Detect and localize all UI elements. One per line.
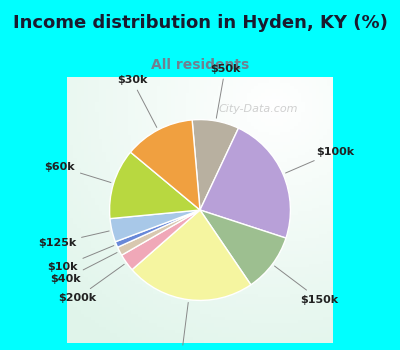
Text: $100k: $100k — [286, 147, 354, 173]
Text: $30k: $30k — [117, 75, 157, 127]
Wedge shape — [110, 210, 200, 242]
Wedge shape — [192, 120, 238, 210]
Wedge shape — [200, 210, 286, 285]
Text: $150k: $150k — [274, 266, 338, 304]
Text: $125k: $125k — [38, 231, 109, 248]
Text: $40k: $40k — [50, 253, 117, 284]
Text: City-Data.com: City-Data.com — [219, 104, 298, 114]
Text: $60k: $60k — [44, 162, 111, 182]
Text: $10k: $10k — [47, 246, 114, 272]
Text: $50k: $50k — [210, 64, 240, 118]
Wedge shape — [200, 128, 290, 238]
Text: All residents: All residents — [151, 58, 249, 72]
Wedge shape — [130, 120, 200, 210]
Wedge shape — [110, 152, 200, 219]
Text: Income distribution in Hyden, KY (%): Income distribution in Hyden, KY (%) — [12, 14, 388, 32]
Wedge shape — [122, 210, 200, 270]
Text: $200k: $200k — [58, 264, 124, 303]
Wedge shape — [118, 210, 200, 255]
Wedge shape — [115, 210, 200, 247]
Wedge shape — [132, 210, 251, 300]
Text: $20k: $20k — [166, 302, 197, 350]
